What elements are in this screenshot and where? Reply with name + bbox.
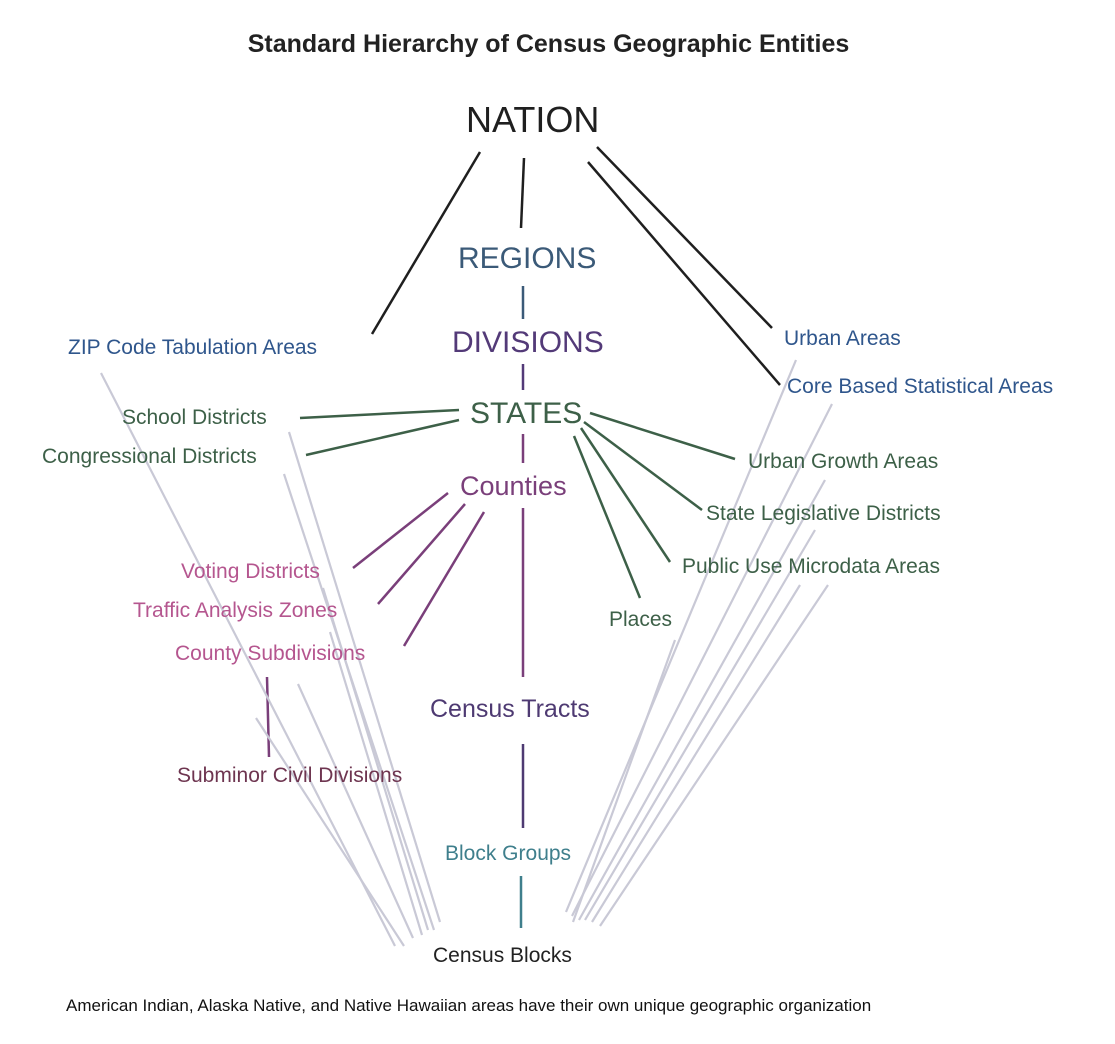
edge-nation-regions [519, 157, 526, 229]
footnote: American Indian, Alaska Native, and Nati… [66, 996, 872, 1015]
diagram-title: Standard Hierarchy of Census Geographic … [247, 30, 850, 58]
edge-nation-cbsa [587, 161, 781, 386]
edge-zcta-blocks [100, 372, 396, 947]
edge-states-urban-growth-areas [589, 411, 736, 461]
edge-counties-county-subdivisions [402, 511, 486, 647]
edge-states-puma [579, 427, 672, 563]
edge-counties-voting-districts [352, 492, 449, 569]
node-places: Places [609, 608, 673, 631]
node-states: STATES [470, 397, 583, 430]
node-county-subdivisions: County Subdivisions [175, 642, 366, 665]
edge-counties-traffic-analysis-zones [377, 503, 466, 605]
edge-puma-blocks [591, 584, 801, 923]
node-congressional-districts: Congressional Districts [42, 445, 257, 468]
edge-states-congressional-districts [305, 418, 460, 457]
node-school-districts: School Districts [122, 406, 267, 429]
node-zcta: ZIP Code Tabulation Areas [68, 336, 318, 359]
edge-states-state-legislative-districts [583, 420, 703, 512]
edge-states-places [572, 435, 642, 599]
node-state-legislative-districts: State Legislative Districts [706, 502, 941, 525]
edge-subminor-blocks [255, 717, 405, 947]
node-divisions: DIVISIONS [452, 326, 604, 359]
edge-puma-blocks-2 [599, 584, 829, 927]
node-census-blocks: Census Blocks [433, 944, 572, 967]
node-block-groups: Block Groups [445, 842, 572, 865]
node-subminor-civil-divisions: Subminor Civil Divisions [177, 764, 403, 787]
node-traffic-analysis-zones: Traffic Analysis Zones [133, 599, 338, 622]
edge-cbsa-blocks [571, 403, 833, 917]
node-cbsa: Core Based Statistical Areas [787, 375, 1054, 398]
edge-state-legislative-districts-blocks [584, 529, 816, 921]
edge-places-blocks [571, 639, 677, 923]
node-regions: REGIONS [458, 242, 597, 275]
node-counties: Counties [460, 471, 567, 501]
connector-lines [100, 146, 833, 947]
edge-school-districts-blocks [287, 431, 442, 923]
edge-voting-districts-blocks [321, 587, 430, 931]
edge-urban-areas-blocks [564, 359, 798, 913]
node-urban-areas: Urban Areas [784, 327, 901, 350]
node-census-tracts: Census Tracts [430, 695, 590, 723]
node-nation: NATION [466, 99, 600, 140]
node-puma: Public Use Microdata Areas [682, 555, 940, 578]
edge-nation-urban-areas [596, 146, 773, 329]
edge-county-subdivisions-blocks [296, 683, 415, 939]
node-voting-districts: Voting Districts [181, 560, 320, 583]
edge-urban-growth-areas-blocks [578, 479, 826, 921]
edge-county-subdivisions-subminor [265, 676, 271, 758]
edge-nation-zcta [370, 151, 482, 335]
edge-traffic-analysis-zones-blocks [328, 631, 424, 936]
node-urban-growth-areas: Urban Growth Areas [748, 450, 939, 473]
edge-states-school-districts [299, 408, 460, 420]
